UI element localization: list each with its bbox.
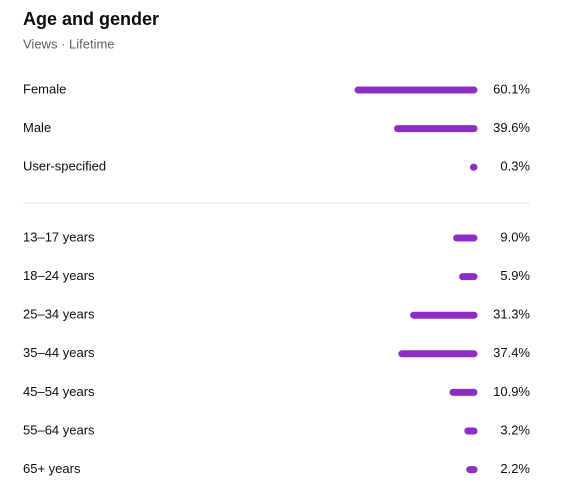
value-label: 39.6% [493, 120, 530, 135]
card-title: Age and gender [23, 9, 159, 29]
value-label: 9.0% [500, 229, 530, 244]
row-label: 65+ years [23, 461, 81, 476]
row-label: 55–64 years [23, 422, 95, 437]
row-label: 45–54 years [23, 384, 95, 399]
row-label: 35–44 years [23, 345, 95, 360]
value-label: 3.2% [500, 422, 530, 437]
value-label: 5.9% [500, 268, 530, 283]
row-label: 18–24 years [23, 268, 95, 283]
value-label: 37.4% [493, 345, 530, 360]
card-subtitle: Views · Lifetime [23, 36, 115, 51]
row-label: Female [23, 81, 66, 96]
row-label: User-specified [23, 159, 106, 174]
row-label: Male [23, 120, 51, 135]
value-label: 31.3% [493, 307, 530, 322]
value-label: 0.3% [500, 159, 530, 174]
row-label: 13–17 years [23, 229, 95, 244]
row-label: 25–34 years [23, 307, 95, 322]
value-label: 2.2% [500, 461, 530, 476]
value-label: 60.1% [493, 81, 530, 96]
value-label: 10.9% [493, 384, 530, 399]
